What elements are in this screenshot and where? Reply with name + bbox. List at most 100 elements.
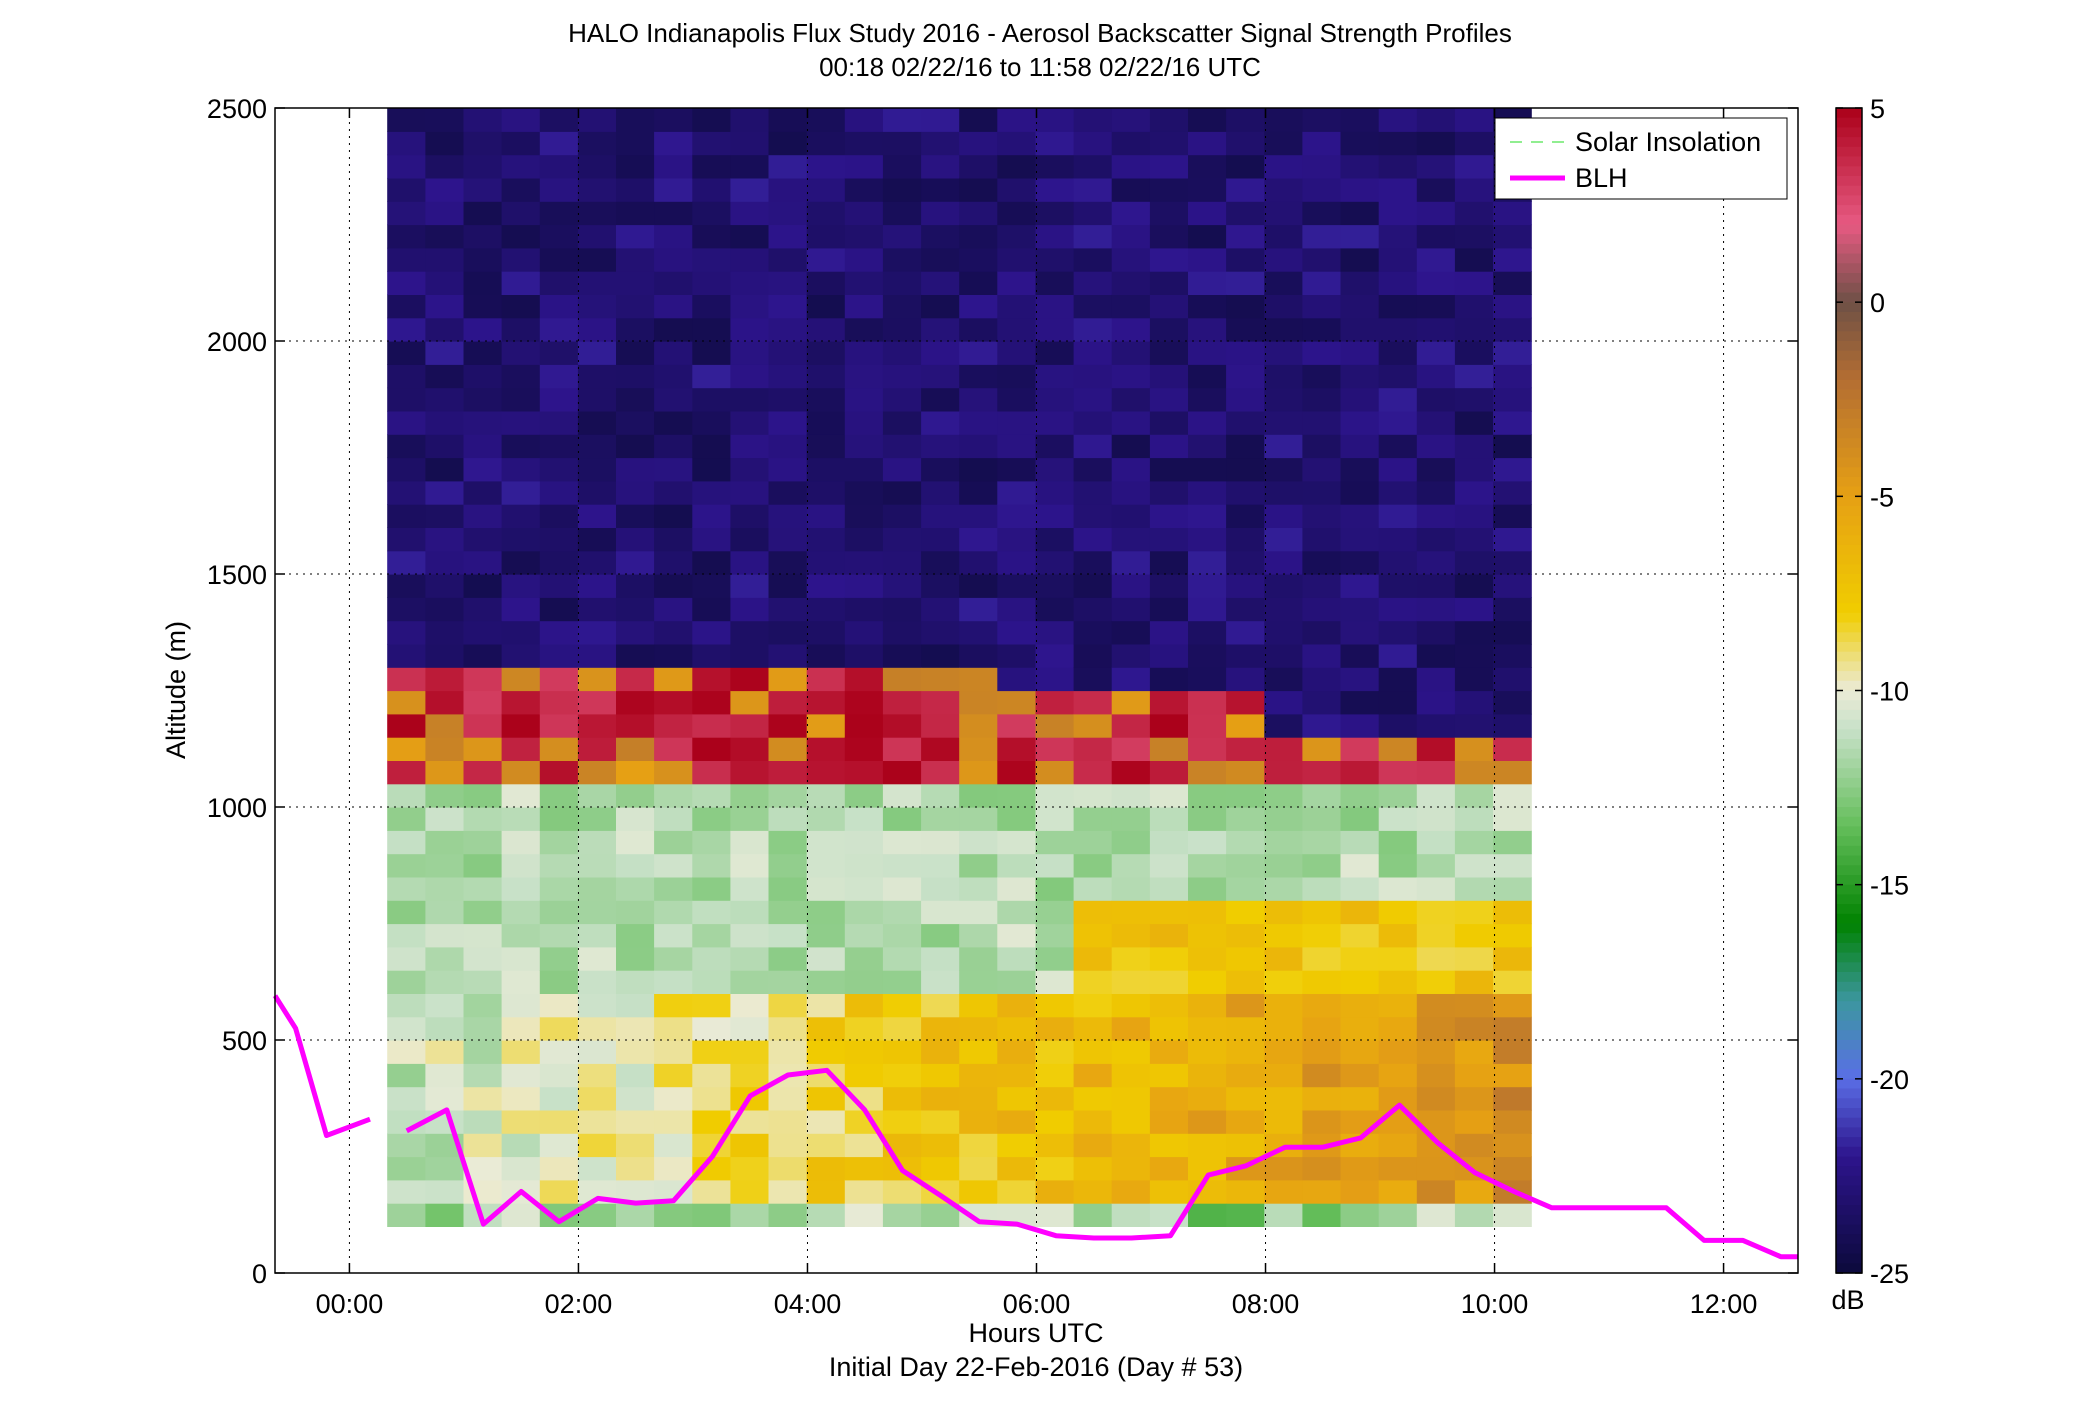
heatmap-cell bbox=[1302, 1156, 1342, 1181]
heatmap-cell bbox=[730, 783, 770, 808]
heatmap-cell bbox=[463, 457, 503, 482]
heatmap-cell bbox=[997, 1156, 1036, 1181]
heatmap-cell bbox=[1035, 457, 1075, 482]
heatmap-cell bbox=[1035, 504, 1075, 528]
colorbar-tick-label: -15 bbox=[1870, 871, 1909, 901]
colorbar-segment bbox=[1836, 282, 1862, 294]
heatmap-cell bbox=[1454, 1203, 1494, 1227]
heatmap-cell bbox=[1378, 108, 1418, 132]
heatmap-cell bbox=[425, 480, 465, 505]
heatmap-cell bbox=[1111, 247, 1151, 272]
heatmap-cell bbox=[921, 993, 960, 1018]
heatmap-cell bbox=[692, 853, 731, 878]
heatmap-cell bbox=[692, 550, 731, 575]
colorbar-tick-label: 0 bbox=[1870, 288, 1885, 318]
heatmap-cell bbox=[425, 993, 465, 1018]
chart-subtitle: 00:18 02/22/16 to 11:58 02/22/16 UTC bbox=[819, 52, 1261, 82]
heatmap-cell bbox=[616, 597, 655, 622]
heatmap-cell bbox=[425, 667, 465, 692]
heatmap-cell bbox=[882, 667, 922, 692]
heatmap-cell bbox=[1378, 807, 1418, 831]
colorbar-segment bbox=[1836, 399, 1862, 410]
heatmap-cell bbox=[1226, 177, 1265, 202]
heatmap-cell bbox=[1340, 108, 1380, 132]
heatmap-cell bbox=[425, 224, 465, 249]
heatmap-cell bbox=[387, 410, 426, 435]
heatmap-cell bbox=[1302, 643, 1342, 668]
heatmap-cell bbox=[1226, 364, 1265, 389]
heatmap-cell bbox=[1340, 1179, 1380, 1204]
colorbar-segment bbox=[1836, 1166, 1862, 1177]
heatmap-cell bbox=[768, 807, 808, 831]
heatmap-cell bbox=[1416, 294, 1456, 319]
heatmap-cell bbox=[577, 247, 617, 272]
chart-title: HALO Indianapolis Flux Study 2016 - Aero… bbox=[568, 18, 1512, 48]
heatmap-cell bbox=[806, 970, 846, 994]
heatmap-cell bbox=[1493, 1203, 1532, 1227]
heatmap-cell bbox=[1378, 224, 1418, 249]
colorbar-segment bbox=[1836, 166, 1862, 177]
heatmap-cell bbox=[806, 690, 846, 715]
heatmap-cell bbox=[768, 690, 808, 715]
heatmap-cell bbox=[654, 713, 693, 738]
heatmap-cell bbox=[1454, 341, 1494, 365]
heatmap-cell bbox=[1035, 923, 1075, 948]
heatmap-cell bbox=[1035, 294, 1075, 319]
heatmap-cell bbox=[1264, 830, 1303, 855]
heatmap-cell bbox=[1035, 434, 1075, 459]
x-tick-label: 08:00 bbox=[1232, 1289, 1300, 1319]
heatmap-cell bbox=[730, 341, 770, 365]
colorbar-segment bbox=[1836, 457, 1862, 468]
heatmap-cell bbox=[730, 550, 770, 575]
heatmap-cell bbox=[539, 970, 579, 994]
colorbar-segment bbox=[1836, 768, 1862, 779]
heatmap-cell bbox=[1454, 1133, 1494, 1158]
legend-box bbox=[1494, 117, 1788, 200]
heatmap-cell bbox=[1111, 970, 1151, 994]
heatmap-cell bbox=[577, 1086, 617, 1111]
heatmap-cell bbox=[959, 853, 998, 878]
heatmap-cell bbox=[387, 1203, 426, 1227]
heatmap-cell bbox=[387, 993, 426, 1018]
heatmap-cell bbox=[1378, 667, 1418, 692]
heatmap-cell bbox=[425, 597, 465, 622]
heatmap-cell bbox=[1264, 457, 1303, 482]
heatmap-cell bbox=[1073, 177, 1113, 202]
heatmap-cell bbox=[959, 993, 998, 1018]
heatmap-cell bbox=[1188, 201, 1227, 226]
heatmap-cell bbox=[1416, 154, 1456, 179]
heatmap-cell bbox=[1226, 434, 1265, 459]
heatmap-cell bbox=[1302, 946, 1342, 971]
heatmap-cell bbox=[1188, 410, 1227, 435]
blh-series bbox=[405, 1067, 1798, 1260]
heatmap-cell bbox=[730, 434, 770, 459]
heatmap-cell bbox=[768, 1109, 808, 1134]
heatmap-cell bbox=[959, 1133, 998, 1158]
heatmap-cell bbox=[997, 760, 1036, 785]
heatmap-cell bbox=[1454, 713, 1494, 738]
heatmap-cell bbox=[806, 783, 846, 808]
heatmap-cell bbox=[501, 504, 541, 528]
heatmap-cell bbox=[539, 993, 579, 1018]
heatmap-cell bbox=[921, 783, 960, 808]
heatmap-cell bbox=[806, 364, 846, 389]
heatmap-cell bbox=[768, 108, 808, 132]
heatmap-cell bbox=[1073, 387, 1113, 412]
heatmap-cell bbox=[1264, 1016, 1303, 1041]
heatmap-cell bbox=[1454, 900, 1494, 925]
heatmap-cell bbox=[577, 620, 617, 645]
heatmap-cell bbox=[921, 108, 960, 132]
heatmap-cell bbox=[806, 1040, 846, 1064]
heatmap-cell bbox=[425, 504, 465, 528]
heatmap-cell bbox=[539, 457, 579, 482]
heatmap-cell bbox=[1111, 1016, 1151, 1041]
heatmap-cell bbox=[1493, 713, 1532, 738]
heatmap-cell bbox=[1149, 667, 1189, 692]
heatmap-cell bbox=[1111, 108, 1151, 132]
heatmap-cell bbox=[806, 410, 846, 435]
heatmap-cell bbox=[463, 830, 503, 855]
heatmap-cell bbox=[1264, 923, 1303, 948]
colorbar-segment bbox=[1836, 195, 1862, 206]
heatmap-cell bbox=[654, 1063, 693, 1088]
heatmap-cell bbox=[463, 1156, 503, 1181]
